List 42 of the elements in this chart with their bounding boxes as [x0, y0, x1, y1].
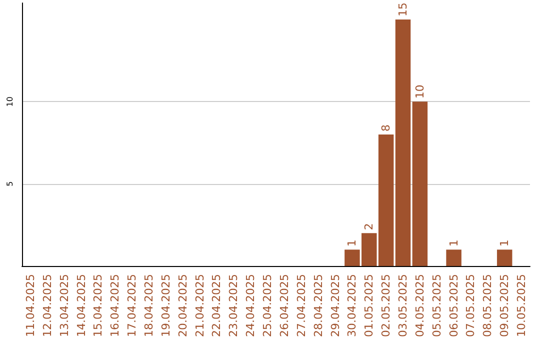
- bar: [412, 102, 428, 266]
- x-tick-label: 09.05.2025: [498, 274, 512, 338]
- x-tick-label: 16.04.2025: [108, 274, 122, 338]
- x-tick-label: 17.04.2025: [126, 274, 139, 338]
- x-tick-label: 05.05.2025: [430, 274, 444, 338]
- x-tick-label: 25.04.2025: [261, 274, 274, 338]
- x-tick-label: 28.04.2025: [312, 274, 325, 338]
- x-tick-label: 26.04.2025: [278, 274, 291, 338]
- x-tick-label: 29.04.2025: [328, 274, 342, 338]
- x-tick-label: 10.05.2025: [515, 274, 528, 338]
- data-label: 1: [447, 240, 460, 247]
- x-tick-label: 08.05.2025: [481, 274, 494, 338]
- x-tick-label: 04.05.2025: [413, 274, 426, 338]
- x-tick-label: 13.04.2025: [58, 274, 71, 338]
- bar: [446, 250, 462, 266]
- data-label: 8: [380, 124, 393, 132]
- bar: [395, 19, 411, 266]
- x-tick-label: 03.05.2025: [396, 274, 410, 338]
- x-tick-label: 27.04.2025: [294, 274, 308, 338]
- data-label: 2: [362, 223, 376, 230]
- x-tick-label: 12.04.2025: [40, 274, 54, 338]
- x-tick-label: 19.04.2025: [159, 274, 172, 338]
- data-label: 1: [498, 240, 512, 247]
- x-tick-label: 14.04.2025: [74, 274, 88, 338]
- x-tick-label: 01.05.2025: [362, 274, 376, 338]
- data-label: 10: [413, 84, 426, 99]
- x-tick-label: 30.04.2025: [346, 274, 359, 338]
- x-tick-label: 22.04.2025: [210, 274, 224, 338]
- data-label: 1: [346, 240, 359, 247]
- y-tick-label: 5: [6, 181, 14, 186]
- x-tick-label: 06.05.2025: [447, 274, 460, 338]
- x-tick-label: 23.04.2025: [227, 274, 240, 338]
- bar: [496, 250, 512, 266]
- data-label: 15: [396, 2, 410, 16]
- x-tick-label: 24.04.2025: [244, 274, 258, 338]
- x-tick-label: 02.05.2025: [380, 274, 393, 338]
- x-tick-label: 07.05.2025: [464, 274, 478, 338]
- x-tick-label: 18.04.2025: [142, 274, 156, 338]
- x-tick-label: 21.04.2025: [193, 274, 206, 338]
- x-tick-label: 15.04.2025: [92, 274, 105, 338]
- x-tick-label: 11.04.2025: [24, 274, 37, 338]
- x-tick-label: 20.04.2025: [176, 274, 190, 338]
